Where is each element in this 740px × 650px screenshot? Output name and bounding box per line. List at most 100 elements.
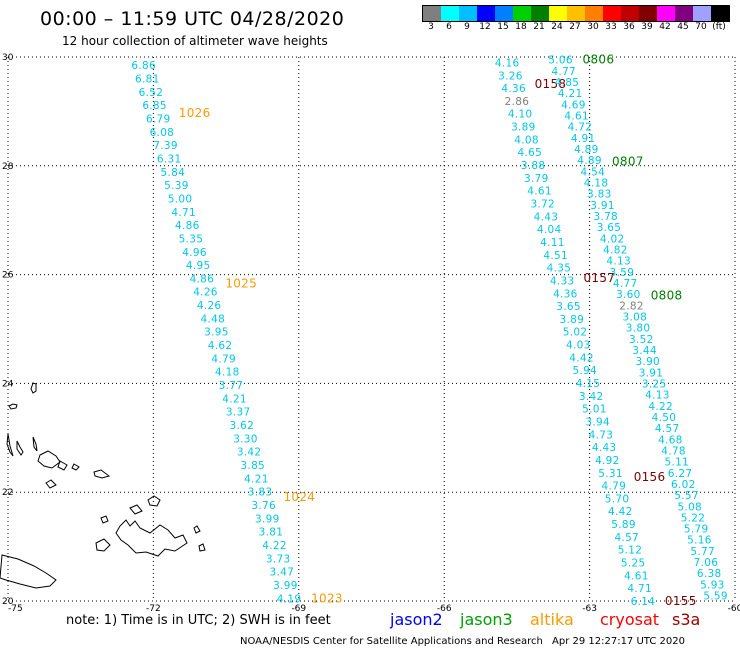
colorbar-label: 36 (623, 22, 635, 32)
swh-value: 5.70 (605, 493, 630, 505)
lat-tick-label: 20 (2, 597, 14, 607)
florida-coast (30, 382, 37, 394)
colorbar-label: 45 (677, 22, 689, 32)
swh-value: 5.35 (179, 233, 204, 245)
colorbar-swatch (675, 6, 693, 21)
cuba-east (0, 554, 57, 589)
swh-value: 3.65 (597, 222, 622, 234)
swh-value: 4.96 (182, 247, 207, 259)
swh-value: 4.42 (569, 352, 594, 364)
swh-value: 5.31 (598, 468, 623, 480)
swh-value: 4.26 (193, 287, 218, 299)
coastline (0, 382, 206, 589)
swh-value: 4.02 (600, 233, 625, 245)
map-title: 00:00 – 11:59 UTC 04/28/2020 (40, 8, 345, 30)
pass-time-label: 0155 (665, 594, 697, 608)
swh-value: 4.61 (624, 570, 649, 582)
swh-value: 4.19 (277, 593, 302, 605)
legend-altika: altika (530, 610, 574, 629)
swh-value: 4.69 (561, 99, 586, 111)
colorbar-swatch (459, 6, 477, 21)
pass-time-label: 1024 (283, 490, 315, 504)
swh-value: 4.10 (508, 109, 533, 121)
pass-time-label: 0158 (535, 77, 567, 91)
swh-value: 4.61 (527, 186, 552, 198)
swh-value: 3.76 (251, 500, 276, 512)
swh-value: 4.42 (608, 506, 633, 518)
pass-time-label: 1025 (225, 277, 257, 291)
swh-value: 3.81 (259, 527, 284, 539)
axis-ticks: -75 -72 -69 -66 -63 -60 30 28 26 24 22 20 (2, 53, 740, 614)
bahamas-island-c (37, 450, 61, 469)
swh-value: 4.03 (566, 340, 591, 352)
colorbar-swatch (477, 6, 495, 21)
swh-value: 3.94 (585, 416, 610, 428)
swh-value: 4.36 (553, 288, 578, 300)
colorbar-label: 21 (533, 22, 545, 32)
colorbar-swatch (639, 6, 657, 21)
swh-value: 5.02 (563, 327, 588, 339)
colorbar-swatch (423, 6, 441, 21)
swh-value: 4.71 (627, 583, 652, 595)
swh-value: 3.88 (521, 160, 546, 172)
bahamas-island-e (71, 463, 80, 471)
swh-value: 5.39 (164, 180, 189, 192)
turks-caicos (147, 495, 161, 507)
lon-tick-label: -69 (291, 604, 306, 614)
bahamas-island-d (57, 460, 68, 471)
swh-value: 3.95 (204, 327, 229, 339)
bahamas-island-a (6, 433, 14, 457)
swh-value: 6.27 (668, 468, 693, 480)
swh-value: 4.57 (655, 423, 680, 435)
swh-value: 4.33 (550, 275, 575, 287)
legend-cryosat: cryosat (600, 610, 660, 629)
lon-tick-label: -66 (437, 604, 452, 614)
swh-value: 5.06 (548, 55, 573, 67)
altimeter-tracks: 6.866.81 6.526.856.79 6.087.396.31 5.845.39… (131, 53, 727, 608)
swh-value: 4.04 (537, 224, 562, 236)
colorbar-label: 27 (569, 22, 581, 32)
swh-value: 6.14 (631, 596, 656, 608)
swh-value: 5.16 (687, 535, 712, 547)
swh-value: 3.47 (270, 567, 295, 579)
colorbar-swatch (495, 6, 513, 21)
colorbar-label: 70 (695, 22, 707, 32)
swh-value: 6.81 (135, 73, 160, 85)
lat-tick-label: 26 (2, 271, 14, 281)
swh-value: 4.48 (200, 313, 225, 325)
swh-value: 5.01 (582, 404, 607, 416)
swh-value: 6.02 (671, 479, 696, 491)
swh-colorbar (422, 5, 730, 22)
swh-value: 4.54 (581, 166, 606, 178)
swh-value: 3.72 (530, 198, 555, 210)
swh-value: 4.77 (613, 278, 638, 290)
swh-value: 4.15 (576, 378, 601, 390)
swh-value: 3.65 (556, 301, 581, 313)
swh-value: 3.52 (629, 334, 654, 346)
swh-value: 3.79 (524, 173, 549, 185)
colorbar-swatch (549, 6, 567, 21)
swh-value: 3.62 (230, 420, 255, 432)
swh-value: 5.93 (700, 579, 725, 591)
colorbar-swatch (441, 6, 459, 21)
swh-value: 4.22 (648, 401, 673, 413)
swh-value: 4.72 (568, 122, 593, 134)
pass-time-label: 1023 (311, 591, 343, 605)
lon-tick-label: -72 (146, 604, 161, 614)
swh-value: 4.51 (543, 250, 568, 262)
swh-value: 4.82 (603, 244, 628, 256)
colorbar-swatch (657, 6, 675, 21)
island-small-2 (193, 525, 201, 534)
swh-value: 6.79 (146, 113, 171, 125)
lon-tick-label: -75 (8, 604, 23, 614)
swh-value: 4.35 (547, 263, 572, 275)
lat-tick-label: 30 (2, 53, 14, 63)
swh-value: 5.22 (681, 512, 706, 524)
map-subtitle: 12 hour collection of altimeter wave hei… (62, 34, 328, 48)
swh-value: 4.11 (540, 237, 565, 249)
swh-value: 5.08 (677, 501, 702, 513)
swh-value: 3.99 (255, 513, 280, 525)
swh-value: 4.86 (175, 220, 200, 232)
hispaniola-north (129, 504, 143, 515)
